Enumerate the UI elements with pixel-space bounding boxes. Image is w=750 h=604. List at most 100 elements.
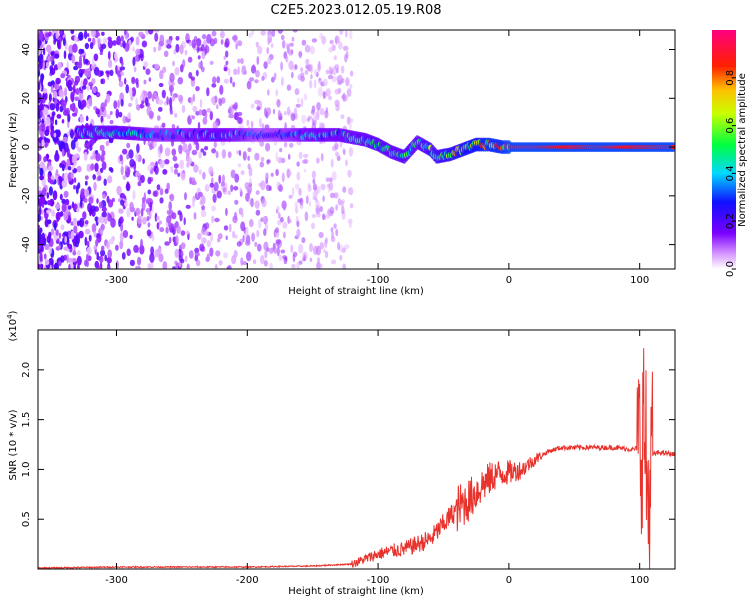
spectrogram-noise-cell	[132, 56, 136, 67]
spectrogram-noise-cell	[89, 84, 93, 90]
spectrogram-noise-cell	[204, 112, 208, 119]
spectrogram-noise-cell	[337, 242, 341, 251]
spectrogram-noise-cell	[328, 181, 334, 191]
spectrogram-noise-cell	[218, 260, 223, 266]
spectrogram-noise-cell	[166, 210, 171, 215]
spectrogram-noise-cell	[117, 99, 120, 109]
spectrogram-noise-cell	[106, 113, 112, 120]
spectrogram-noise-cell	[201, 34, 207, 40]
spectrogram-noise-cell	[87, 33, 90, 38]
spectrogram-noise-cell	[183, 217, 186, 226]
spectrogram-noise-cell	[348, 147, 354, 157]
spectrogram-noise-cell	[348, 121, 352, 130]
spectrogram-noise-cell	[255, 70, 260, 78]
spectrogram-noise-cell	[184, 49, 188, 56]
spectrogram-noise-cell	[44, 129, 50, 137]
spectrogram-noise-cell	[238, 207, 244, 215]
spectrogram-noise-cell	[104, 254, 108, 262]
spectrogram-noise-cell	[166, 44, 172, 49]
spectrogram-noise-cell	[280, 249, 286, 254]
spectrogram-noise-cell	[38, 185, 42, 191]
spectrogram-noise-cell	[202, 116, 208, 125]
snr-series-line	[38, 348, 675, 569]
spectrogram-noise-cell	[124, 77, 127, 85]
spectrogram-noise-cell	[101, 43, 107, 50]
spectrogram-noise-cell	[280, 61, 283, 71]
spectrogram-noise-cell	[217, 233, 223, 240]
spectrogram-noise-cell	[149, 252, 155, 263]
spectrogram-noise-cell	[161, 122, 166, 128]
spectrogram-noise-cell	[135, 48, 141, 56]
spectrogram-noise-cell	[166, 96, 169, 105]
spectrogram-noise-cell	[39, 167, 44, 176]
spectrogram-noise-cell	[91, 223, 97, 233]
spectrogram-noise-cell	[337, 198, 342, 206]
spectrogram-noise-cell	[145, 68, 151, 75]
spectrogram-noise-cell	[341, 205, 345, 215]
spectrogram-noise-cell	[76, 255, 82, 266]
spectrogram-noise-cell	[129, 201, 134, 212]
spectrogram-noise-cell	[268, 247, 274, 255]
spectrogram-noise-cell	[277, 30, 284, 34]
spectrogram-noise-cell	[222, 187, 226, 193]
spectrogram-noise-cell	[334, 99, 340, 107]
spectrogram-noise-cell	[159, 143, 163, 154]
spectrogram-noise-cell	[256, 229, 260, 238]
spectrogram-noise-cell	[77, 182, 81, 190]
spectrogram-noise-cell	[206, 108, 211, 113]
spectrogram-noise-cell	[248, 167, 253, 177]
spectrogram-noise-cell	[89, 144, 93, 151]
spectrogram-noise-cell	[297, 74, 302, 81]
spectrogram-noise-cell	[267, 57, 272, 65]
spectrogram-noise-cell	[55, 212, 61, 221]
snr-multiplier-exp: 4	[6, 314, 14, 319]
spectrogram-noise-cell	[172, 212, 177, 220]
spectrogram-noise-cell	[151, 93, 155, 102]
spectrogram-noise-cell	[141, 40, 148, 48]
spectrogram-noise-cell	[68, 263, 71, 269]
spectrogram-noise-cell	[248, 219, 254, 228]
spectrogram-noise-cell	[118, 80, 124, 88]
spectrogram-noise-cell	[227, 67, 231, 76]
spectrogram-noise-cell	[192, 105, 198, 112]
spectrogram-noise-cell	[178, 144, 183, 155]
spectrogram-noise-cell	[147, 189, 152, 195]
spectrogram-noise-cell	[38, 55, 41, 63]
colorbar-ticks: 0.0 0.2 0.4 0.6 0.8	[725, 70, 736, 277]
spectrogram-noise-cell	[333, 223, 337, 229]
spectrogram-noise-cell	[107, 39, 113, 49]
spectrogram-noise-cell	[188, 143, 192, 152]
spectrogram-noise-cell	[200, 44, 205, 52]
spectrogram-noise-cell	[88, 234, 92, 242]
spectrogram-noise-cell	[349, 84, 353, 89]
spectrogram-noise-cell	[323, 248, 326, 254]
spectrogram-noise-cell	[184, 192, 187, 201]
spectrogram-noise-cell	[312, 178, 316, 184]
spectrogram-noise-cell	[269, 185, 272, 191]
spectrogram-noise-cell	[223, 252, 229, 259]
spectrogram-noise-cell	[58, 232, 62, 239]
spectrogram-noise-cell	[185, 149, 191, 156]
spectrogram-noise-cell	[333, 55, 337, 60]
spectrogram-noise-cell	[162, 66, 167, 74]
spectrogram-noise-cell	[264, 107, 267, 117]
spectrogram-noise-cell	[73, 177, 77, 183]
spectrogram-noise-cell	[330, 227, 334, 233]
spectrogram-noise-cell	[164, 159, 170, 165]
spectrogram-noise-cell	[296, 97, 300, 104]
spectrogram-noise-cell	[221, 174, 225, 183]
spectrogram-noise-cell	[208, 166, 214, 176]
spectrogram-x-tick-label: -300	[105, 275, 128, 286]
spectrogram-noise-cell	[157, 44, 162, 52]
spectrogram-noise-cell	[109, 111, 113, 115]
spectrogram-noise-cell	[89, 42, 94, 50]
spectrogram-noise-cell	[192, 93, 195, 103]
spectrogram-noise-cell	[199, 98, 203, 109]
spectrogram-noise-cell	[75, 88, 80, 95]
spectrogram-noise-cell	[153, 165, 157, 172]
spectrogram-noise-cell	[250, 120, 254, 129]
spectrogram-noise-cell	[213, 181, 219, 192]
spectrogram-noise-cell	[50, 228, 55, 236]
spectrogram-noise-cell	[88, 208, 94, 215]
snr-x-tick-label: -100	[367, 575, 390, 586]
